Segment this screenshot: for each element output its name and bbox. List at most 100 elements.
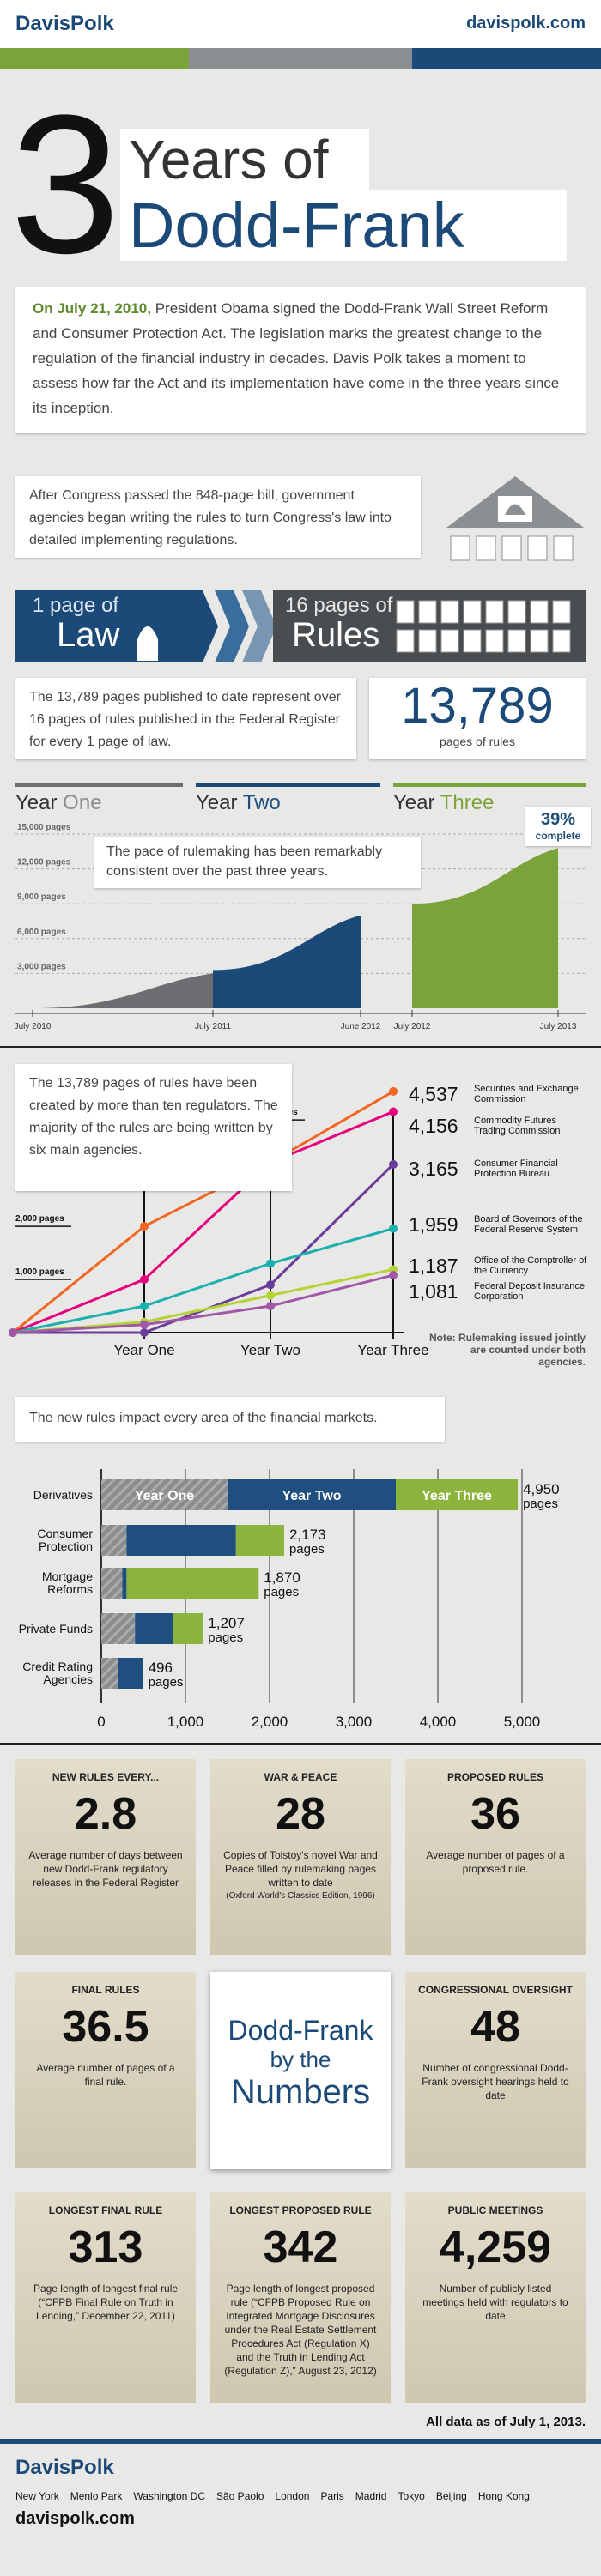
bar-segment	[101, 1568, 123, 1599]
intro: On July 21, 2010, President Obama signed…	[15, 287, 586, 433]
stat-text: Average number of pages of a proposed ru…	[426, 1849, 565, 1875]
y-tick-label: 12,000 pages	[17, 858, 71, 868]
stat-card: CONGRESSIONAL OVERSIGHT 48 Number of congr…	[405, 1972, 586, 2168]
series-label: Year One	[135, 1489, 194, 1503]
line	[12, 1267, 394, 1334]
pages-total-label: pages of rules	[440, 735, 515, 748]
stat-card: FINAL RULES 36.5 Average number of pages o…	[15, 1972, 196, 2168]
x-tick-label: Year Three	[357, 1342, 428, 1358]
capitol-icon	[137, 626, 158, 661]
stat-text: Page length of longest proposed rule (“C…	[224, 2283, 377, 2377]
stat-text: Number of publicly listed meetings held …	[422, 2283, 568, 2322]
total-label: 4,950	[523, 1481, 560, 1497]
value-label: 1,187	[409, 1255, 458, 1277]
bar-segment	[235, 1525, 284, 1556]
category-label: Mortgage Reforms	[41, 1569, 93, 1596]
year-name: Two	[242, 791, 281, 814]
stat-title: FINAL RULES	[71, 1984, 140, 1996]
point	[389, 1224, 398, 1233]
point	[389, 1107, 398, 1116]
badge: 39% complete	[525, 807, 591, 846]
y-tick-label: 15,000 pages	[17, 823, 71, 832]
banner-law	[15, 590, 218, 662]
stat-value: 36.5	[62, 2002, 149, 2052]
page-icon	[396, 600, 415, 624]
stat-text: Copies of Tolstoy's novel War and Peace …	[223, 1849, 378, 1889]
stat-value: 4,259	[439, 2222, 552, 2272]
x-tick-label: 1,000	[167, 1714, 204, 1730]
bar-segment	[101, 1658, 118, 1689]
page-icon	[440, 629, 459, 653]
stat-source: (Oxford World's Classics Edition, 1996)	[226, 1891, 375, 1901]
x-tick-label: 5,000	[504, 1714, 541, 1730]
bar-segment	[126, 1568, 259, 1599]
page-icon	[440, 600, 459, 624]
page-icons	[396, 600, 571, 653]
page-icon	[507, 629, 526, 653]
city: London	[275, 2490, 310, 2502]
intro-text: President Obama signed the Dodd-Frank Wa…	[33, 300, 560, 416]
series-name: Board of Governors of the Federal Reserv…	[474, 1214, 583, 1235]
numbers-line: Dodd-Frank	[228, 2015, 373, 2046]
stat-value: 313	[68, 2222, 143, 2272]
badge-label: complete	[535, 830, 581, 842]
title-line2: Dodd-Frank	[129, 190, 464, 261]
stat-value: 48	[470, 2002, 520, 2052]
city-list: New York Menlo Park Washington DC São Paolo…	[15, 2490, 541, 2502]
x-tick-label: June 2012	[341, 1022, 381, 1031]
point	[140, 1275, 149, 1285]
page-icon	[530, 600, 549, 624]
stat-text: Average number of days between new Dodd-…	[28, 1849, 183, 1889]
series-name: Securities and Exchange Commission	[474, 1084, 579, 1104]
x-tick-label: 0	[97, 1714, 105, 1730]
bar-segment	[396, 1479, 519, 1510]
year-rule	[393, 783, 586, 787]
point	[9, 1328, 17, 1337]
point	[140, 1328, 149, 1337]
stripe	[189, 48, 412, 69]
series-name: Federal Deposit Insurance Corporation	[474, 1281, 586, 1302]
stat-text: Page length of longest final rule (“CFPB…	[33, 2283, 179, 2322]
x-tick-label: 4,000	[420, 1714, 457, 1730]
total-unit: pages	[149, 1675, 184, 1690]
timeline-callout: The pace of rulemaking has been remarkab…	[94, 837, 421, 888]
numbers-line: Numbers	[230, 2073, 371, 2111]
year-header: Year Two	[196, 791, 281, 815]
page-icon	[552, 629, 571, 653]
y-tick-label: 1,000 pages	[15, 1267, 64, 1277]
bar-segment	[228, 1479, 396, 1510]
line	[12, 1090, 394, 1334]
series-name: Office of the Comptroller of the Currenc…	[474, 1255, 587, 1276]
series-name: Commodity Futures Trading Commission	[474, 1116, 561, 1136]
url: davispolk.com	[466, 14, 586, 33]
total-label: 2,173	[289, 1527, 326, 1543]
year-prefix: Year	[196, 791, 238, 814]
title-line1: Years of	[129, 129, 329, 190]
total-label: 1,207	[208, 1615, 245, 1631]
x-tick-label: Year Two	[240, 1342, 300, 1358]
stripe	[0, 48, 189, 69]
title-number: 3	[10, 74, 120, 294]
impact-heading: The new rules impact every area of the f…	[15, 1397, 445, 1442]
bar-segment	[135, 1613, 173, 1644]
page-icon	[485, 600, 504, 624]
year-header: Year Three	[393, 791, 494, 815]
bar-segment	[101, 1613, 136, 1644]
total-label: 1,870	[264, 1569, 300, 1586]
city: Tokyo	[398, 2490, 425, 2502]
category-label: Credit Rating Agencies	[22, 1660, 93, 1686]
y-tick-label: 3,000 pages	[17, 962, 66, 971]
stat-title: CONGRESSIONAL OVERSIGHT	[418, 1984, 573, 1996]
stat-card: LONGEST FINAL RULE 313 Page length of long…	[15, 2192, 196, 2403]
stat-card: NEW RULES EVERY... 2.8 Average number of d…	[15, 1759, 196, 1955]
page-icon	[530, 629, 549, 653]
line	[12, 1227, 394, 1334]
banner-text: 16 pages of	[285, 594, 393, 617]
stripe	[412, 48, 601, 69]
stat-title: PROPOSED RULES	[446, 1771, 544, 1783]
bar-segment	[101, 1525, 127, 1556]
stat-value: 28	[276, 1789, 325, 1839]
chevron	[215, 590, 249, 662]
numbers-card: Dodd-Frank by the Numbers	[210, 1972, 391, 2169]
city: Beijing	[435, 2490, 467, 2502]
